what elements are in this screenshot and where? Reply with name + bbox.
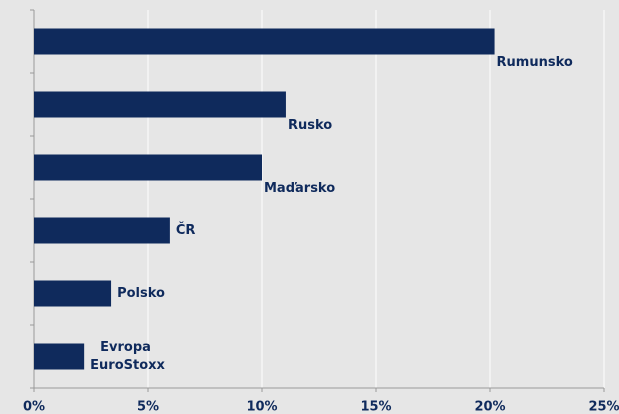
bar (34, 280, 112, 307)
x-tick-label: 0% (23, 400, 45, 414)
category-label: ČR (176, 222, 196, 238)
x-tick-label: 15% (360, 400, 391, 414)
bar (34, 217, 170, 244)
category-label: Evropa (100, 340, 151, 355)
bar (34, 28, 495, 55)
category-label: Rumunsko (497, 55, 573, 70)
category-label: Maďarsko (264, 181, 335, 196)
x-tick-label: 5% (137, 400, 159, 414)
bar (34, 343, 85, 370)
x-tick-label: 25% (588, 400, 619, 414)
x-tick-label: 10% (246, 400, 277, 414)
category-label: Rusko (288, 118, 332, 133)
category-label: Polsko (117, 286, 165, 301)
bar (34, 91, 286, 118)
x-tick-label: 20% (474, 400, 505, 414)
bar (34, 154, 262, 181)
category-label: EuroStoxx (90, 358, 165, 373)
